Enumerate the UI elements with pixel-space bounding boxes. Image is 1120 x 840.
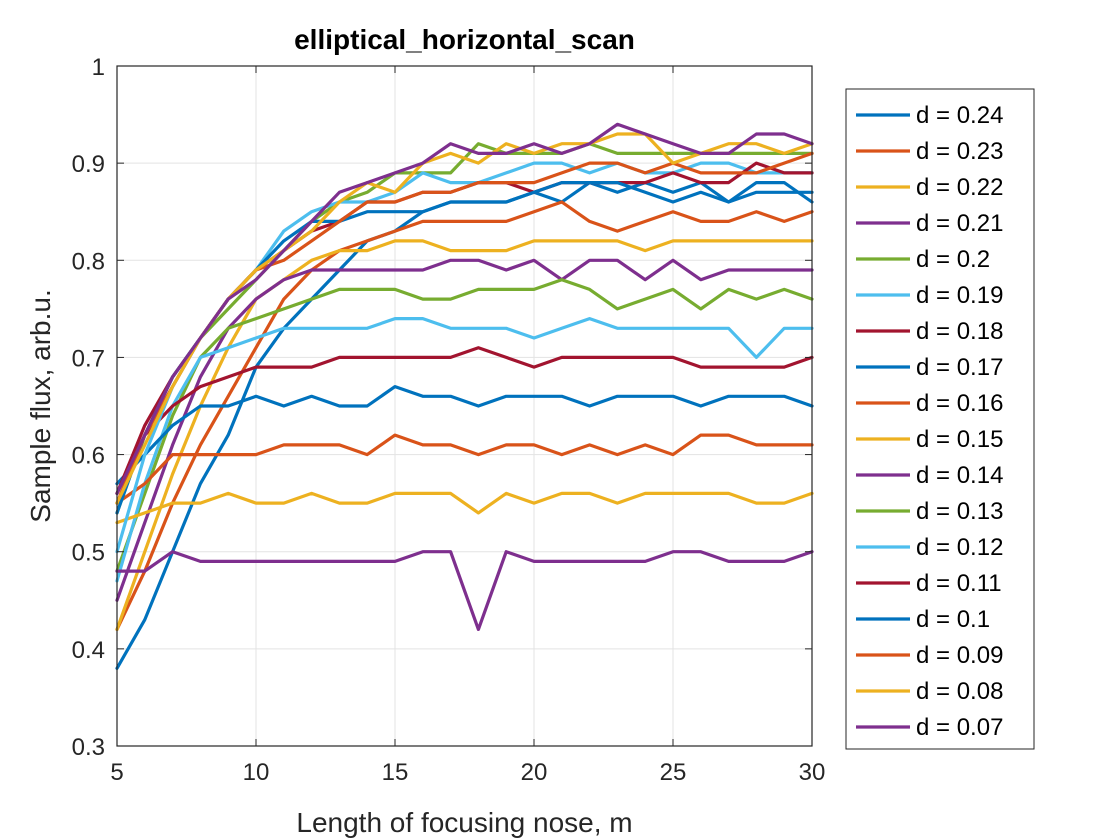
legend-label: d = 0.13	[916, 498, 1003, 525]
legend-label: d = 0.23	[916, 138, 1003, 165]
series-line	[115, 433, 814, 505]
legend-label: d = 0.21	[916, 210, 1003, 237]
legend-label: d = 0.24	[916, 102, 1003, 129]
series-line	[115, 200, 814, 632]
series-line	[115, 346, 814, 495]
series-line	[115, 385, 814, 486]
legend-label: d = 0.15	[916, 426, 1003, 453]
x-tick-label: 5	[110, 759, 123, 786]
legend: d = 0.24 d = 0.23 d = 0.22 d = 0.21 d = 0.2 d…	[845, 88, 1035, 750]
chart-title: elliptical_horizontal_scan	[294, 24, 635, 55]
y-tick-label: 0.6	[72, 443, 105, 470]
series-line	[115, 278, 814, 573]
legend-label: d = 0.11	[916, 570, 1002, 597]
series-line	[115, 239, 814, 632]
legend-label: d = 0.16	[916, 390, 1003, 417]
y-tick-label: 0.4	[72, 637, 105, 664]
x-tick-label: 30	[799, 759, 826, 786]
y-tick-label: 0.8	[72, 248, 105, 275]
series-line	[115, 122, 814, 495]
series-line	[115, 491, 814, 525]
legend-label: d = 0.09	[916, 642, 1003, 669]
plot-frame	[116, 65, 813, 747]
series-line	[115, 550, 814, 632]
x-tick-label: 10	[243, 759, 270, 786]
y-tick-label: 0.9	[72, 151, 105, 178]
y-tick-label: 0.3	[72, 734, 105, 761]
y-axis-title: Sample flux, arb.u.	[25, 289, 56, 522]
x-tick-label: 20	[521, 759, 548, 786]
legend-label: d = 0.14	[916, 462, 1003, 489]
y-tick-label: 1	[92, 54, 105, 81]
x-tick-label: 25	[660, 759, 687, 786]
legend-label: d = 0.22	[916, 174, 1003, 201]
series-line	[115, 317, 814, 583]
legend-box	[845, 88, 1035, 750]
y-tick-label: 0.7	[72, 345, 105, 372]
legend-label: d = 0.12	[916, 534, 1003, 561]
axis-ticks: 5 10 15 20 25 30 0.3 0.4 0.5 0.6 0.7 0.8 0.9 1	[72, 54, 826, 786]
legend-label: d = 0.18	[916, 318, 1003, 345]
series-lines	[115, 122, 814, 670]
legend-label: d = 0.17	[916, 354, 1003, 381]
series-line	[115, 258, 814, 602]
x-tick-label: 15	[382, 759, 409, 786]
legend-label: d = 0.2	[916, 246, 990, 273]
legend-label: d = 0.08	[916, 678, 1003, 705]
y-tick-label: 0.5	[72, 540, 105, 567]
legend-label: d = 0.1	[916, 606, 990, 633]
legend-label: d = 0.19	[916, 282, 1003, 309]
x-axis-title: Length of focusing nose, m	[296, 807, 632, 838]
legend-label: d = 0.07	[916, 714, 1003, 741]
